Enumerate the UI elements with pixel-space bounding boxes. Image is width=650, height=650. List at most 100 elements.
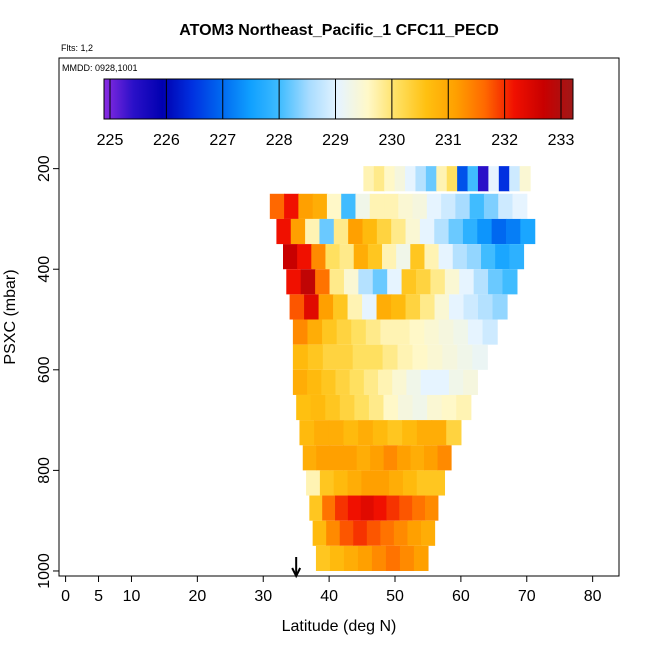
curtain-cell <box>419 218 435 245</box>
curtain-cell <box>333 294 349 320</box>
curtain-cell <box>446 166 458 192</box>
dates-label: MMDD: 0928,1001 <box>62 63 138 73</box>
x-tick-label: 10 <box>123 588 141 605</box>
curtain-cell <box>296 394 312 421</box>
curtain-cell <box>488 269 504 295</box>
curtain-cell <box>424 445 439 471</box>
colorbar-tick-label: 232 <box>491 132 518 149</box>
curtain-cell <box>438 319 454 345</box>
curtain-cell <box>341 193 357 219</box>
curtain-cell <box>413 545 429 571</box>
curtain-cell <box>366 520 381 546</box>
curtain-cell <box>483 193 499 219</box>
curtain-cell <box>354 394 370 421</box>
curtain-row <box>286 269 518 295</box>
curtain-cell <box>467 166 479 192</box>
curtain-row <box>309 495 439 521</box>
y-tick-label: 1000 <box>36 553 53 589</box>
curtain-cell <box>343 545 359 571</box>
curtain-cell <box>392 369 407 395</box>
curtain-cell <box>452 244 468 270</box>
x-tick-label: 5 <box>94 588 103 605</box>
curtain-cell <box>498 166 510 192</box>
x-tick-label: 60 <box>452 588 470 605</box>
curtain-row <box>289 294 508 320</box>
curtain-cell <box>434 218 450 245</box>
curtain-cell <box>311 244 327 270</box>
curtain-cell <box>371 545 387 571</box>
curtain-cell <box>326 520 341 546</box>
latitude-marker-arrow <box>291 557 302 579</box>
curtain-cell <box>520 218 536 245</box>
curtain-cell <box>420 294 436 320</box>
curtain-cell <box>357 545 373 571</box>
curtain-cell <box>481 244 496 270</box>
curtain-cell <box>335 495 349 521</box>
curtain-cell <box>416 269 432 295</box>
curtain-cell <box>276 218 292 245</box>
curtain-cell <box>469 193 485 219</box>
curtain-cell <box>339 244 355 270</box>
curtain-cell <box>402 470 418 496</box>
curtain-cell <box>383 445 398 471</box>
curtain-cell <box>410 445 425 471</box>
flights-label: Flts: 1,2 <box>61 43 93 53</box>
curtain-cell <box>307 319 323 345</box>
curtain-cell <box>397 344 414 370</box>
curtain-cell <box>292 344 309 370</box>
curtain-cell <box>385 545 401 571</box>
curtain-cell <box>347 495 362 521</box>
x-tick-label: 40 <box>320 588 338 605</box>
curtain-cell <box>441 394 457 421</box>
curtain-cell <box>297 244 312 270</box>
curtain-row <box>292 319 498 345</box>
curtain-cell <box>441 193 456 219</box>
curtain-cell <box>322 495 336 521</box>
curtain-cell <box>424 495 439 521</box>
curtain-cell <box>401 269 417 295</box>
curtain-row <box>299 420 462 446</box>
curtain-cell <box>412 193 428 219</box>
curtain-cell <box>336 319 352 345</box>
curtain-cell <box>406 369 422 395</box>
curtain-cell <box>329 445 344 471</box>
curtain-cell <box>477 218 493 245</box>
curtain-cell <box>314 420 330 446</box>
curtain-cell <box>462 218 478 245</box>
curtain-cell <box>453 319 469 345</box>
curtain-cell <box>425 166 437 192</box>
curtain-cell <box>373 166 385 192</box>
curtain-cell <box>292 319 309 345</box>
curtain-cell <box>457 344 473 370</box>
curtain-cell <box>329 545 345 571</box>
curtain-cell <box>448 369 464 395</box>
curtain-cell <box>416 470 432 496</box>
curtain-row <box>276 218 536 245</box>
colorbar-tick-label: 233 <box>548 132 575 149</box>
curtain-cell <box>353 244 369 270</box>
curtain-cell <box>478 294 494 320</box>
curtain-cell <box>455 193 471 219</box>
curtain-cell <box>284 193 299 219</box>
curtain-cell <box>473 269 489 295</box>
curtain-cell <box>387 269 403 295</box>
y-tick-label: 200 <box>36 155 53 182</box>
curtain-cell <box>369 193 385 219</box>
y-axis: 200 400 600 800 1000 <box>36 155 59 589</box>
curtain-cell <box>387 420 403 446</box>
x-axis-label: Latitude (deg N) <box>282 618 397 635</box>
curtain-cell <box>416 420 433 446</box>
curtain-cell <box>430 269 446 295</box>
curtain-cell <box>370 445 385 471</box>
curtain-cell <box>319 218 335 245</box>
curtain-cell <box>398 394 414 421</box>
curtain-cell <box>361 470 376 496</box>
colorbar-tick-label: 230 <box>379 132 406 149</box>
x-tick-label: 0 <box>61 588 70 605</box>
curtain-cell <box>312 520 327 546</box>
curtain-cell <box>353 520 368 546</box>
curtain-cell <box>318 294 334 320</box>
curtain-cell <box>363 369 379 395</box>
curtain-cell <box>333 218 349 245</box>
curtain-cell <box>430 470 446 496</box>
